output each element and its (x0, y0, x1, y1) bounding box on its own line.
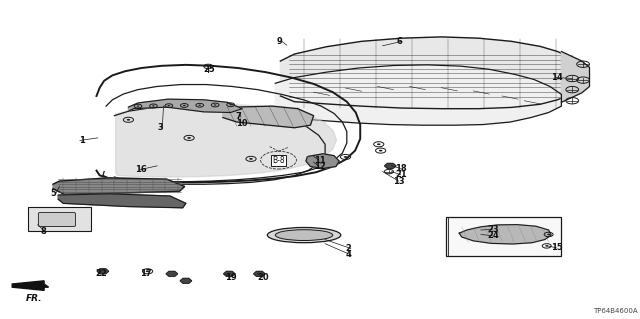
Circle shape (188, 137, 191, 139)
Polygon shape (460, 225, 551, 244)
Polygon shape (166, 271, 177, 276)
Text: 25: 25 (204, 65, 216, 74)
Text: 13: 13 (394, 177, 405, 186)
Circle shape (545, 245, 548, 247)
Text: 19: 19 (225, 272, 237, 281)
Polygon shape (280, 37, 580, 109)
Text: 9: 9 (276, 37, 282, 46)
Text: 11: 11 (314, 156, 325, 165)
FancyBboxPatch shape (28, 206, 92, 231)
Polygon shape (116, 104, 337, 177)
Text: 16: 16 (135, 165, 147, 174)
Polygon shape (58, 194, 186, 208)
Ellipse shape (268, 227, 340, 243)
Text: 10: 10 (236, 119, 247, 128)
Text: TP64B4600A: TP64B4600A (593, 308, 638, 315)
Polygon shape (129, 99, 242, 113)
Polygon shape (97, 269, 109, 274)
Circle shape (229, 104, 232, 105)
Polygon shape (12, 281, 49, 290)
Text: 8: 8 (40, 227, 46, 236)
Circle shape (152, 105, 155, 107)
Polygon shape (223, 271, 235, 276)
Circle shape (183, 105, 186, 106)
Circle shape (344, 156, 348, 158)
Text: 12: 12 (314, 162, 325, 171)
Polygon shape (385, 163, 396, 168)
Polygon shape (53, 178, 184, 195)
Text: 17: 17 (140, 269, 152, 278)
Text: 2: 2 (346, 244, 351, 253)
Polygon shape (223, 106, 314, 128)
Circle shape (214, 104, 216, 106)
Text: 20: 20 (257, 272, 269, 281)
Text: 5: 5 (51, 189, 56, 198)
Text: 7: 7 (236, 112, 241, 122)
Circle shape (547, 234, 550, 235)
Text: 3: 3 (157, 123, 163, 132)
Circle shape (249, 158, 253, 160)
Text: 4: 4 (346, 250, 351, 259)
Circle shape (198, 105, 201, 106)
Circle shape (379, 150, 383, 152)
Circle shape (137, 106, 140, 107)
FancyBboxPatch shape (38, 212, 76, 226)
Polygon shape (561, 51, 589, 102)
Circle shape (168, 105, 170, 106)
Ellipse shape (275, 230, 333, 241)
Text: 14: 14 (551, 73, 563, 82)
Text: 23: 23 (487, 225, 499, 234)
Circle shape (127, 119, 130, 121)
Circle shape (377, 143, 381, 145)
Text: 18: 18 (396, 164, 407, 173)
Text: FR.: FR. (26, 293, 42, 302)
Text: 24: 24 (487, 231, 499, 240)
Text: 1: 1 (79, 136, 85, 145)
Text: 15: 15 (551, 243, 563, 252)
FancyBboxPatch shape (446, 217, 561, 256)
Text: 6: 6 (397, 37, 403, 46)
Circle shape (146, 271, 149, 272)
Polygon shape (275, 65, 561, 125)
Text: 21: 21 (396, 170, 407, 179)
Polygon shape (306, 154, 339, 168)
Text: B-8: B-8 (272, 156, 285, 165)
Text: 22: 22 (95, 269, 107, 278)
Polygon shape (253, 271, 265, 276)
Polygon shape (180, 278, 191, 283)
